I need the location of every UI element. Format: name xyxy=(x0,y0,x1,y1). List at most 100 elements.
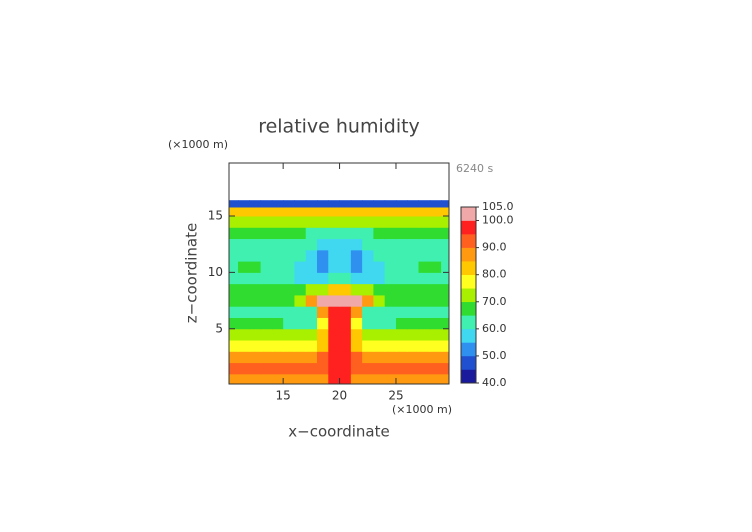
contour-cell xyxy=(441,206,449,217)
contour-cell xyxy=(229,200,239,208)
contour-cell xyxy=(373,340,386,352)
contour-cell xyxy=(229,215,239,228)
contour-cell xyxy=(249,215,262,228)
contour-cell xyxy=(418,317,431,330)
contour-cell xyxy=(249,294,262,307)
x-axis-label: x−coordinate xyxy=(288,423,389,441)
contour-cell xyxy=(350,227,363,240)
contour-cell xyxy=(271,283,284,296)
contour-cell xyxy=(328,261,341,273)
colorbar-band xyxy=(461,328,476,343)
contour-cell xyxy=(441,328,449,341)
contour-cell xyxy=(229,340,239,352)
contour-cell xyxy=(238,200,250,208)
contour-cell xyxy=(271,328,284,341)
contour-cell xyxy=(229,306,239,318)
chart-title: relative humidity xyxy=(258,116,420,138)
colorbar-band xyxy=(461,247,476,262)
contour-cell xyxy=(260,238,273,251)
contour-cell xyxy=(362,249,374,262)
plot-frame xyxy=(228,162,450,385)
contour-cell xyxy=(305,272,318,285)
contour-cell xyxy=(362,283,374,296)
contour-cell xyxy=(395,317,408,330)
contour-field xyxy=(229,200,449,384)
contour-cell xyxy=(229,283,239,296)
contour-cell xyxy=(328,272,341,285)
contour-cell xyxy=(441,306,449,318)
contour-cell xyxy=(305,200,318,208)
colorbar-label: 80.0 xyxy=(482,268,507,281)
contour-cell xyxy=(249,306,262,318)
y-unit: (×1000 m) xyxy=(168,138,228,151)
contour-cell xyxy=(339,317,352,330)
colorbar-band xyxy=(461,274,476,289)
contour-cell xyxy=(407,272,420,285)
contour-cell xyxy=(395,206,408,217)
contour-cell xyxy=(339,200,352,208)
contour-cell xyxy=(317,215,329,228)
contour-cell xyxy=(229,249,239,262)
contour-cell xyxy=(294,373,307,384)
contour-cell xyxy=(328,317,341,330)
contour-cell xyxy=(283,328,295,341)
contour-cell xyxy=(305,238,318,251)
contour-cell xyxy=(429,373,442,384)
contour-cell xyxy=(283,362,295,375)
contour-cell xyxy=(441,200,449,208)
contour-cell xyxy=(384,261,397,273)
contour-cell xyxy=(305,215,318,228)
contour-cell xyxy=(283,206,295,217)
contour-cell xyxy=(350,362,363,375)
contour-cell xyxy=(362,362,374,375)
contour-cell xyxy=(305,306,318,318)
contour-cell xyxy=(317,328,329,341)
contour-cell xyxy=(373,249,386,262)
contour-cell xyxy=(339,373,352,384)
contour-cell xyxy=(271,362,284,375)
contour-cell xyxy=(294,294,307,307)
contour-cell xyxy=(238,317,250,330)
contour-cell xyxy=(418,215,431,228)
contour-cell xyxy=(260,283,273,296)
contour-cell xyxy=(229,227,239,240)
contour-cell xyxy=(249,238,262,251)
contour-cell xyxy=(283,227,295,240)
contour-cell xyxy=(238,261,250,273)
contour-cell xyxy=(283,249,295,262)
contour-cell xyxy=(260,340,273,352)
contour-cell xyxy=(418,351,431,364)
contour-cell xyxy=(429,340,442,352)
contour-cell xyxy=(384,272,397,285)
contour-cell xyxy=(238,283,250,296)
contour-cell xyxy=(283,283,295,296)
contour-cell xyxy=(339,227,352,240)
contour-cell xyxy=(395,328,408,341)
contour-cell xyxy=(328,227,341,240)
contour-cell xyxy=(395,340,408,352)
contour-cell xyxy=(395,351,408,364)
contour-cell xyxy=(271,340,284,352)
contour-cell xyxy=(418,328,431,341)
contour-cell xyxy=(418,306,431,318)
contour-cell xyxy=(260,227,273,240)
contour-cell xyxy=(384,362,397,375)
contour-cell xyxy=(384,317,397,330)
contour-cell xyxy=(429,317,442,330)
contour-cell xyxy=(238,340,250,352)
contour-cell xyxy=(317,283,329,296)
contour-cell xyxy=(328,215,341,228)
contour-cell xyxy=(350,238,363,251)
contour-cell xyxy=(294,206,307,217)
contour-cell xyxy=(373,362,386,375)
colorbar-band xyxy=(461,261,476,275)
y-tick-label: 15 xyxy=(208,208,223,222)
contour-cell xyxy=(350,200,363,208)
colorbar-label: 40.0 xyxy=(482,376,507,389)
contour-cell xyxy=(373,261,386,273)
contour-cell xyxy=(395,362,408,375)
contour-cell xyxy=(339,294,352,307)
contour-cell xyxy=(418,200,431,208)
contour-cell xyxy=(362,317,374,330)
contour-cell xyxy=(283,306,295,318)
